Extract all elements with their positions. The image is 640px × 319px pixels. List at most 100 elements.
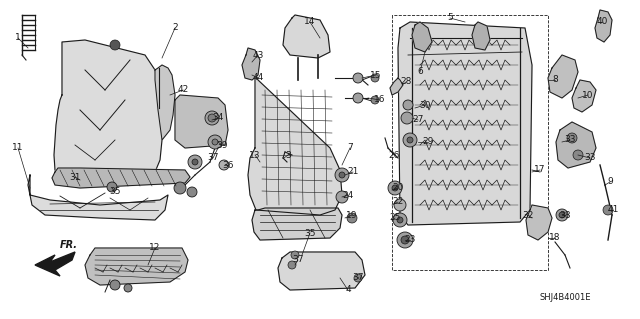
Polygon shape: [252, 208, 342, 240]
Text: 2: 2: [172, 24, 178, 33]
Text: 25: 25: [389, 213, 401, 222]
Text: FR.: FR.: [60, 240, 78, 250]
Text: 18: 18: [549, 234, 561, 242]
Circle shape: [335, 168, 349, 182]
Circle shape: [401, 236, 409, 244]
Text: 23: 23: [404, 235, 416, 244]
Circle shape: [212, 139, 218, 145]
Polygon shape: [398, 22, 532, 225]
Polygon shape: [390, 78, 403, 95]
Text: 24: 24: [342, 190, 354, 199]
Text: 33: 33: [584, 153, 596, 162]
Circle shape: [556, 209, 568, 221]
Circle shape: [188, 155, 202, 169]
Circle shape: [354, 274, 362, 282]
Text: 44: 44: [252, 73, 264, 83]
Text: 35: 35: [304, 228, 316, 238]
Polygon shape: [572, 80, 596, 112]
Text: 37: 37: [352, 272, 364, 281]
Circle shape: [339, 172, 345, 178]
Circle shape: [397, 217, 403, 223]
Text: 41: 41: [607, 205, 619, 214]
Text: 26: 26: [388, 151, 400, 160]
Circle shape: [567, 133, 577, 143]
Circle shape: [110, 280, 120, 290]
Text: 42: 42: [177, 85, 189, 94]
Circle shape: [403, 133, 417, 147]
Polygon shape: [526, 205, 552, 240]
Polygon shape: [472, 22, 490, 50]
Circle shape: [401, 112, 413, 124]
Text: 7: 7: [347, 144, 353, 152]
Text: 38: 38: [559, 211, 571, 219]
Circle shape: [394, 199, 406, 211]
Circle shape: [347, 213, 357, 223]
Polygon shape: [52, 168, 190, 188]
Text: SHJ4B4001E: SHJ4B4001E: [540, 293, 591, 302]
Polygon shape: [556, 122, 596, 168]
Text: 17: 17: [534, 166, 546, 174]
Text: 30: 30: [419, 100, 431, 109]
Text: 28: 28: [400, 78, 412, 86]
Circle shape: [397, 232, 413, 248]
Text: 14: 14: [304, 18, 316, 26]
Circle shape: [205, 111, 219, 125]
Text: 21: 21: [348, 167, 358, 176]
Polygon shape: [548, 55, 578, 98]
Polygon shape: [175, 95, 228, 148]
Circle shape: [291, 251, 299, 259]
Text: 16: 16: [374, 95, 386, 105]
Text: 10: 10: [582, 91, 594, 100]
Circle shape: [336, 191, 348, 203]
Text: 34: 34: [212, 114, 224, 122]
Circle shape: [403, 100, 413, 110]
Polygon shape: [35, 252, 75, 276]
Circle shape: [208, 114, 216, 122]
Text: 20: 20: [392, 183, 404, 192]
Circle shape: [110, 40, 120, 50]
Polygon shape: [242, 48, 260, 80]
Polygon shape: [595, 10, 612, 42]
Polygon shape: [85, 248, 188, 285]
Text: 22: 22: [392, 197, 404, 206]
Text: 32: 32: [522, 211, 534, 219]
Text: 27: 27: [412, 115, 424, 124]
Text: 43: 43: [252, 50, 264, 60]
Circle shape: [573, 150, 583, 160]
Text: 5: 5: [447, 13, 453, 23]
Circle shape: [353, 93, 363, 103]
Circle shape: [371, 96, 379, 104]
Text: 13: 13: [249, 151, 260, 160]
Polygon shape: [155, 65, 175, 140]
Text: 8: 8: [552, 76, 558, 85]
Text: 1: 1: [15, 33, 21, 42]
Text: 9: 9: [607, 177, 613, 187]
Circle shape: [288, 261, 296, 269]
Text: 12: 12: [149, 243, 161, 253]
Circle shape: [371, 74, 379, 82]
Text: 3: 3: [285, 151, 291, 160]
Circle shape: [392, 185, 398, 191]
Text: 6: 6: [417, 68, 423, 77]
Polygon shape: [54, 40, 162, 178]
Text: 40: 40: [596, 18, 608, 26]
Text: 35: 35: [109, 188, 121, 197]
Text: 11: 11: [12, 144, 24, 152]
Polygon shape: [248, 75, 342, 215]
Circle shape: [187, 187, 197, 197]
Text: 36: 36: [222, 160, 234, 169]
Polygon shape: [28, 175, 168, 220]
Text: 31: 31: [69, 173, 81, 182]
Circle shape: [124, 284, 132, 292]
Text: 15: 15: [371, 70, 381, 79]
Circle shape: [107, 182, 117, 192]
Text: 19: 19: [346, 211, 358, 219]
Circle shape: [407, 137, 413, 143]
Text: 33: 33: [564, 136, 576, 145]
Circle shape: [219, 160, 229, 170]
Text: 29: 29: [422, 137, 434, 146]
Text: 4: 4: [345, 286, 351, 294]
Text: 37: 37: [292, 256, 304, 264]
Circle shape: [393, 213, 407, 227]
Circle shape: [192, 159, 198, 165]
